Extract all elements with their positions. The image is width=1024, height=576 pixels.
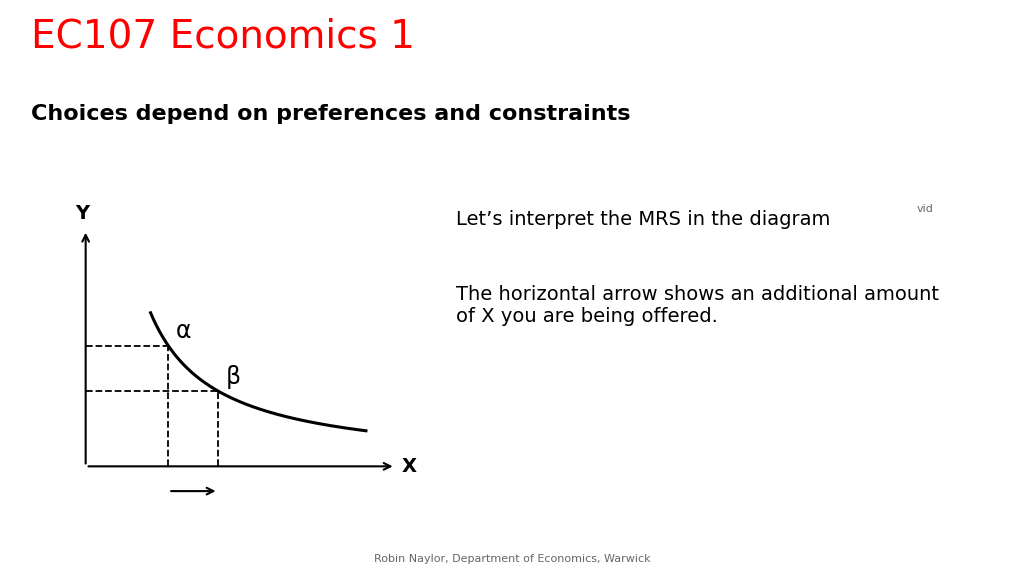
Text: Choices depend on preferences and constraints: Choices depend on preferences and constr…	[31, 104, 630, 124]
Text: EC107 Economics 1: EC107 Economics 1	[31, 17, 415, 55]
Text: X: X	[401, 457, 417, 476]
Text: Let’s interpret the MRS in the diagram: Let’s interpret the MRS in the diagram	[456, 210, 830, 229]
Text: Robin Naylor, Department of Economics, Warwick: Robin Naylor, Department of Economics, W…	[374, 555, 650, 564]
Text: α: α	[176, 320, 191, 343]
Text: Y: Y	[76, 204, 90, 223]
Text: β: β	[226, 365, 241, 389]
Text: The horizontal arrow shows an additional amount
of X you are being offered.: The horizontal arrow shows an additional…	[456, 285, 939, 326]
Text: vid: vid	[916, 204, 933, 214]
